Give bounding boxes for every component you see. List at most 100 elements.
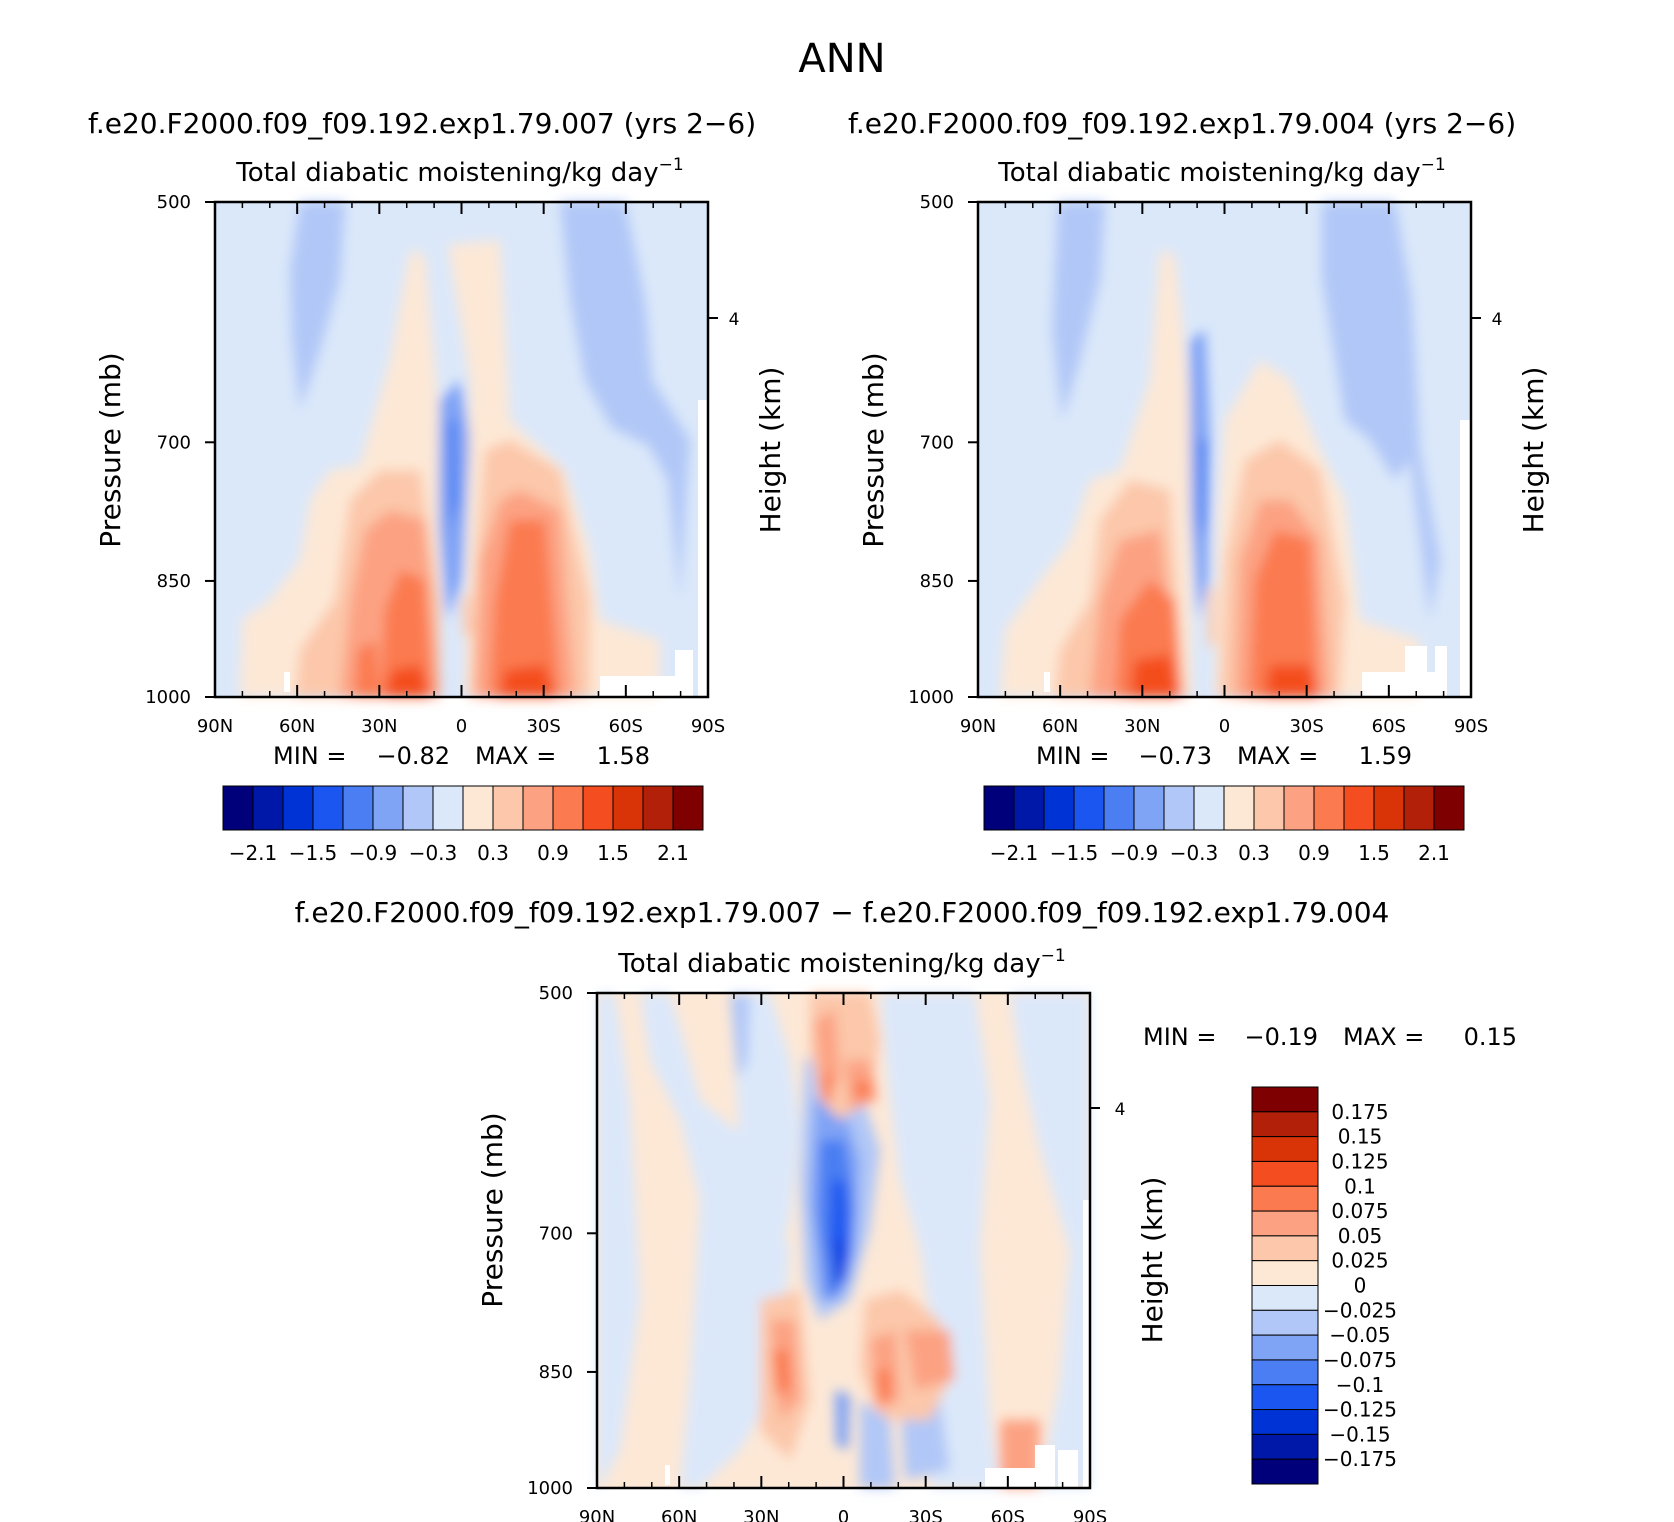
x-tick-label: 30S (1289, 716, 1323, 737)
x-tick-label: 90S (1454, 716, 1488, 737)
y2-axis-label: Height (km) (1136, 1177, 1169, 1344)
colorbar-swatch (642, 785, 674, 831)
colorbar-swatch (462, 785, 494, 831)
contour-field (215, 202, 708, 697)
x-tick-label: 60S (1372, 716, 1406, 737)
x-tick-label: 30N (1124, 716, 1160, 737)
y2-tick-label: 4 (1115, 1100, 1126, 1120)
colorbar-swatch (1251, 1285, 1319, 1311)
colorbar-swatch (1251, 1086, 1319, 1113)
colorbar-swatch (1251, 1160, 1319, 1187)
colorbar: −2.1 −1.5 −0.9 −0.3 0.3 0.9 1.5 2.1 (983, 785, 1465, 865)
colorbar-swatch (492, 785, 524, 831)
y-tick-label: 850 (539, 1362, 573, 1383)
y-axis-label: Pressure (mb) (94, 352, 127, 547)
x-tick-label: 90S (1073, 1507, 1107, 1522)
colorbar-swatch (1013, 785, 1045, 831)
colorbar-label: 2.1 (1418, 841, 1450, 865)
max-label: MAX = (1237, 742, 1318, 770)
x-axis-ticks: 90N 60N 30N 0 30S 60S 90S (960, 202, 1488, 737)
colorbar-swatch (1251, 1384, 1319, 1411)
colorbar-label: −0.025 (1323, 1298, 1397, 1322)
y-axis-label: Pressure (mb) (857, 352, 890, 547)
y-axis-ticks: 500 700 850 1000 (908, 192, 978, 708)
colorbar-swatch (252, 785, 284, 831)
colorbar-swatch (1251, 1409, 1319, 1435)
colorbar-label: −1.5 (289, 841, 338, 865)
colorbar-label: −0.075 (1323, 1348, 1397, 1372)
colorbar-swatch (582, 785, 614, 831)
x-tick-label: 60S (609, 716, 643, 737)
colorbar-label: −0.175 (1323, 1447, 1397, 1471)
x-tick-label: 90N (960, 716, 996, 737)
colorbar-label: −0.125 (1323, 1398, 1397, 1422)
colorbar-swatch (1133, 785, 1165, 831)
y-tick-label: 700 (539, 1223, 573, 1244)
panel-case-007: Total diabatic moistening/kg day−1 (94, 155, 787, 865)
colorbar-swatch (1251, 1210, 1319, 1237)
colorbar-swatch (372, 785, 404, 831)
min-value: −0.19 (1244, 1023, 1318, 1051)
y-axis-ticks: 500 700 850 1000 (145, 192, 215, 708)
colorbar-swatch (432, 785, 464, 831)
max-value: 1.59 (1359, 742, 1412, 770)
colorbar-swatch (1343, 785, 1375, 831)
case-title-right: f.e20.F2000.f09_f09.192.exp1.79.004 (yrs… (848, 107, 1516, 140)
colorbar-label: 0.3 (1238, 841, 1270, 865)
colorbar-swatch (522, 785, 554, 831)
y-tick-label: 1000 (908, 687, 954, 708)
colorbar-label: 1.5 (597, 841, 629, 865)
colorbar-label: 0.15 (1338, 1125, 1383, 1149)
y2-axis-label: Height (km) (754, 367, 787, 534)
colorbar-swatch (552, 785, 584, 831)
colorbar-swatch (1251, 1185, 1319, 1212)
colorbar-swatch (1251, 1458, 1319, 1485)
colorbar-swatch (282, 785, 314, 831)
x-tick-label: 0 (1219, 716, 1230, 737)
x-tick-label: 0 (838, 1507, 849, 1522)
x-tick-label: 90N (579, 1507, 615, 1522)
max-label: MAX = (475, 742, 556, 770)
colorbar-swatch (1313, 785, 1345, 831)
colorbar-swatch (1251, 1136, 1319, 1162)
max-value: 1.58 (597, 742, 650, 770)
colorbar-swatch (1043, 785, 1075, 831)
colorbar-swatch (1251, 1309, 1319, 1336)
panel-title: Total diabatic moistening/kg day−1 (997, 155, 1445, 188)
x-axis-ticks: 90N 60N 30N 0 30S 60S 90S (197, 202, 725, 737)
colorbar-label: 1.5 (1358, 841, 1390, 865)
x-tick-label: 60S (991, 1507, 1025, 1522)
colorbar-swatch (1253, 785, 1285, 831)
x-tick-label: 90S (691, 716, 725, 737)
colorbar-swatch (1193, 785, 1225, 831)
colorbar-label: 2.1 (657, 841, 689, 865)
colorbar-label: −0.1 (1336, 1373, 1385, 1397)
colorbar-label: 0.9 (1298, 841, 1330, 865)
colorbar-label: 0.125 (1331, 1149, 1388, 1173)
min-label: MIN = (1036, 742, 1109, 770)
max-value: 0.15 (1464, 1023, 1517, 1051)
colorbar-swatch (1251, 1111, 1319, 1138)
colorbar-label: −0.3 (1170, 841, 1219, 865)
y-tick-label: 850 (920, 571, 954, 592)
x-tick-label: 0 (456, 716, 467, 737)
colorbar-swatch (1251, 1260, 1319, 1286)
figure-title: ANN (798, 36, 885, 82)
y2-tick-label: 4 (1492, 310, 1503, 330)
y-tick-label: 1000 (527, 1478, 573, 1499)
colorbar-swatch (1433, 785, 1465, 831)
colorbar-label: −2.1 (990, 841, 1039, 865)
colorbar-swatch (1403, 785, 1435, 831)
colorbar: 0.1750.150.1250.10.0750.050.0250−0.025−0… (1251, 1086, 1397, 1485)
min-label: MIN = (273, 742, 346, 770)
max-label: MAX = (1343, 1023, 1424, 1051)
colorbar-label: −0.9 (1110, 841, 1159, 865)
y-tick-label: 500 (157, 192, 191, 213)
x-tick-label: 60N (279, 716, 315, 737)
colorbar-swatch (1373, 785, 1405, 831)
colorbar-label: −0.3 (409, 841, 458, 865)
colorbar-label: 0.3 (477, 841, 509, 865)
contour-field (597, 993, 1090, 1488)
x-tick-label: 30N (743, 1507, 779, 1522)
colorbar-label: 0 (1354, 1274, 1367, 1298)
